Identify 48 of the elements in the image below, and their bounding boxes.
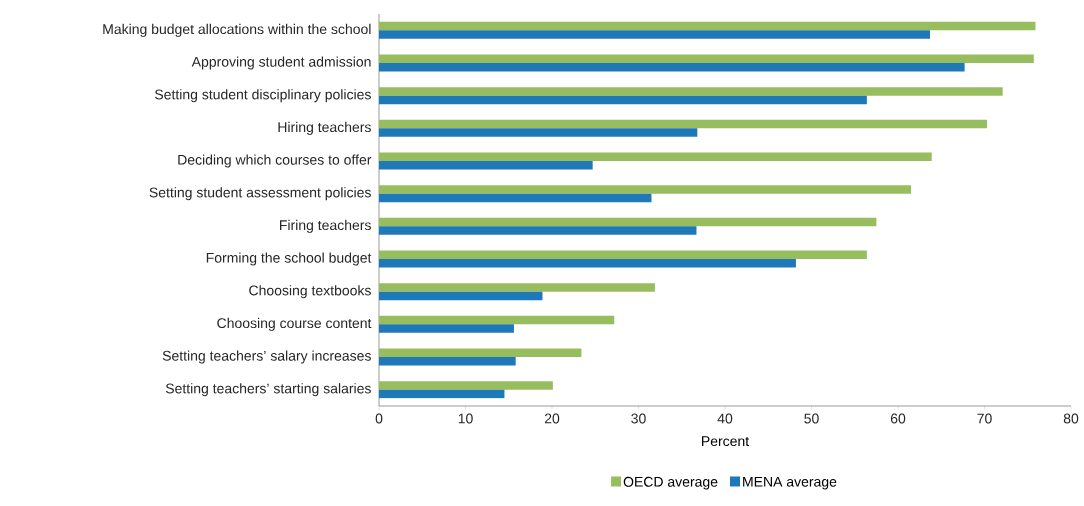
bar	[379, 185, 911, 194]
bar	[379, 226, 697, 235]
bar	[379, 152, 932, 161]
bar	[379, 217, 877, 227]
bar	[379, 21, 1036, 31]
y-tick-label: Forming the school budget	[206, 252, 372, 266]
bar	[379, 63, 965, 72]
x-tick-label: 50	[804, 413, 819, 424]
bar	[379, 161, 593, 170]
bar	[379, 381, 553, 390]
bar	[379, 283, 655, 292]
bar	[379, 95, 867, 105]
bar	[379, 389, 505, 399]
y-tick-label: Hiring teachers	[278, 121, 371, 135]
x-tick-label: 20	[544, 413, 560, 424]
bar	[379, 119, 988, 129]
x-tick-label: 40	[717, 413, 733, 424]
bar	[379, 291, 543, 301]
bar	[379, 193, 652, 203]
x-tick-label: 30	[631, 413, 646, 424]
bar	[379, 54, 1034, 63]
bar	[379, 357, 516, 366]
bar	[379, 250, 867, 259]
bar	[379, 348, 582, 358]
x-tick-label: 10	[458, 413, 473, 424]
y-tick-label: Choosing textbooks	[249, 285, 371, 299]
bar	[379, 30, 931, 39]
bar	[379, 87, 1003, 96]
y-tick-label: Choosing course content	[217, 317, 372, 331]
bar	[379, 128, 698, 137]
y-tick-label: Setting student disciplinary policies	[154, 89, 371, 103]
bar	[379, 259, 796, 268]
legend-label: OECD average	[623, 476, 718, 490]
y-tick-label: Firing teachers	[280, 219, 371, 233]
y-tick-label: Approving student admission	[191, 56, 371, 70]
y-tick-label: Making budget allocations within the school	[103, 23, 371, 37]
y-tick-label: Setting teachers’ starting salaries	[165, 383, 371, 397]
bar	[379, 315, 615, 325]
legend-label: MENA average	[743, 476, 837, 490]
y-tick-label: Setting teachers’ salary increases	[162, 350, 371, 364]
x-tick-label: 70	[977, 413, 992, 424]
y-tick-label: Deciding which courses to offer	[178, 154, 372, 168]
x-tick-label: 0	[375, 413, 383, 424]
x-tick-label: 80	[1063, 413, 1079, 424]
bar	[379, 324, 514, 333]
y-tick-label: Setting student assessment policies	[149, 187, 371, 201]
x-axis-title: Percent	[702, 436, 750, 447]
x-tick-label: 60	[890, 413, 906, 424]
